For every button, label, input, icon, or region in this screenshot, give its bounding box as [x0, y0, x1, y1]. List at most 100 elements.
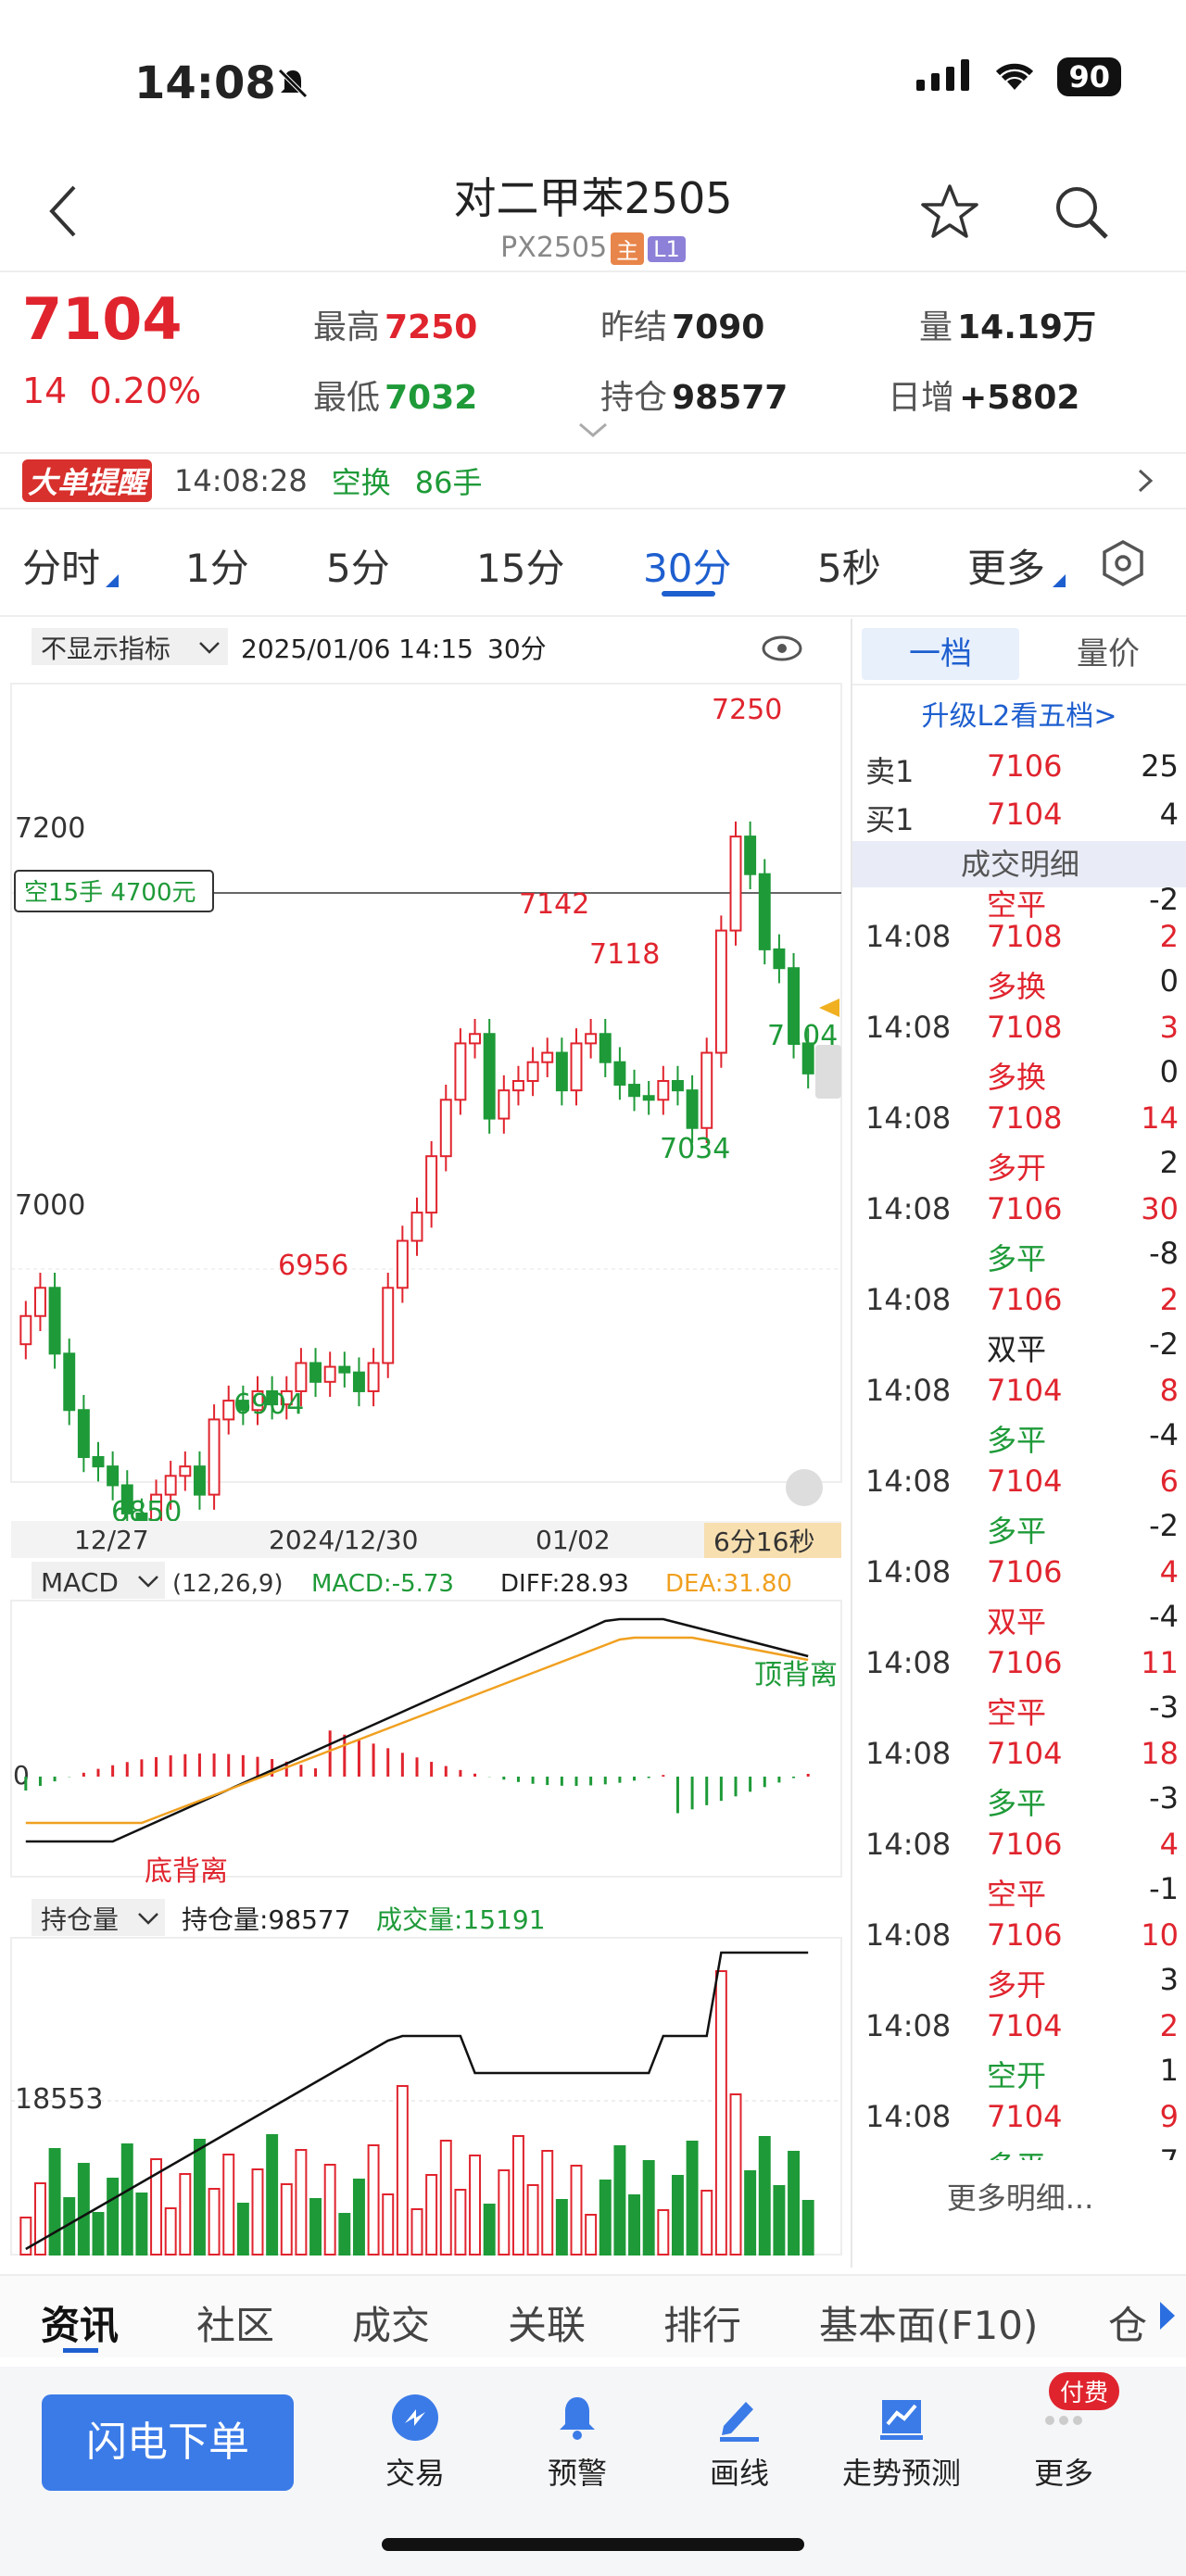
header-divider — [0, 270, 1186, 272]
annotation-6904: 6904 — [233, 1389, 304, 1421]
tab-more[interactable]: 更多 — [967, 546, 1046, 591]
trade-volume: 9 — [1159, 2099, 1179, 2134]
volume-bar — [714, 1970, 727, 2256]
trade-price: 7108 — [987, 919, 1063, 954]
eye-icon[interactable] — [762, 635, 802, 661]
trade-delta: 2 — [1159, 1145, 1179, 1180]
macd-select[interactable]: MACD — [41, 1567, 119, 1598]
trade-type-row: 多平 -8 — [852, 1236, 1186, 1280]
oi-select[interactable]: 持仓量 — [41, 1904, 119, 1935]
search-icon[interactable] — [1051, 182, 1112, 246]
y-label-7200: 7200 — [15, 812, 85, 845]
candle-body — [642, 1095, 655, 1101]
candle-body — [570, 1042, 583, 1092]
volume-bar — [657, 2209, 670, 2256]
trade-price: 7108 — [987, 1010, 1063, 1045]
volume-bar — [150, 2158, 163, 2256]
alert-badge: 大单提醒 — [22, 459, 153, 502]
trade-type: 双平 — [987, 1604, 1047, 1640]
level-tag: L1 — [648, 235, 686, 262]
candle-body — [801, 1042, 814, 1074]
date-label-2: 2024/12/30 — [269, 1525, 418, 1555]
trade-time: 14:08 — [865, 1010, 952, 1045]
order-label[interactable]: 空15手 4700元 — [24, 879, 196, 907]
flash-order-button[interactable]: 闪电下单 — [42, 2394, 294, 2491]
more-details-link[interactable]: 更多明细... — [946, 2180, 1094, 2216]
tab-1min[interactable]: 1分 — [185, 546, 249, 591]
tab-deals[interactable]: 成交 — [352, 2303, 431, 2348]
bell-icon — [560, 2397, 595, 2440]
bid-label: 买1 — [865, 802, 915, 837]
candle-body — [657, 1080, 670, 1101]
tab-level1[interactable]: 一档 — [862, 628, 1019, 680]
scroll-right-icon[interactable] — [1158, 2300, 1177, 2331]
trade-row: 14:08 7106 10 — [852, 1917, 1186, 1962]
chevron-right-icon — [1136, 467, 1154, 502]
tab-related[interactable]: 关联 — [508, 2303, 587, 2348]
tab-30min[interactable]: 30分 — [643, 546, 732, 591]
trade-delta: 1 — [1159, 2053, 1179, 2088]
trade-button[interactable]: 交易 — [346, 2393, 485, 2493]
candle-body — [628, 1084, 641, 1098]
paid-badge: 付费 — [1049, 2372, 1120, 2410]
expand-chevron-icon[interactable] — [576, 421, 610, 445]
chart-area[interactable]: 不显示指标 2025/01/06 14:15 30分 7200 7000 空15… — [0, 619, 851, 2268]
candle-body — [541, 1051, 554, 1063]
kline-chart[interactable]: 不显示指标 2025/01/06 14:15 30分 7200 7000 空15… — [0, 619, 851, 2268]
tab-news[interactable]: 资讯 — [41, 2303, 120, 2348]
draw-button[interactable]: 画线 — [670, 2393, 809, 2493]
candle-body — [425, 1155, 438, 1214]
news-underline — [63, 2348, 98, 2353]
tab-position[interactable]: 仓 — [1108, 2303, 1148, 2348]
tab-5min[interactable]: 5分 — [326, 546, 390, 591]
tab-timeshare[interactable]: 分时 — [22, 546, 101, 591]
volume-bar — [454, 2189, 467, 2256]
dea-line — [25, 1636, 809, 1825]
side-divider — [852, 684, 1186, 685]
tab-ranking[interactable]: 排行 — [663, 2303, 742, 2348]
trade-type: 多平 — [987, 1241, 1047, 1276]
indicator-select[interactable]: 不显示指标 — [41, 634, 170, 664]
volume-label: 量 — [919, 308, 953, 346]
forecast-button[interactable]: 走势预测 — [832, 2393, 971, 2493]
volume-bar — [396, 2085, 409, 2256]
period-tabs: 分时 1分 5分 15分 30分 5秒 更多 — [0, 526, 1186, 619]
volume-value: 14.19万 — [957, 308, 1096, 346]
volume-bar — [541, 2150, 554, 2256]
caret-icon — [1053, 574, 1066, 587]
bottom-divergence-label: 底背离 — [145, 1855, 228, 1888]
tab-5sec[interactable]: 5秒 — [817, 546, 881, 591]
fullscreen-icon[interactable] — [786, 1469, 823, 1506]
tab-fundamentals[interactable]: 基本面(F10) — [819, 2303, 1039, 2348]
volume-bar — [585, 2214, 598, 2256]
more-button[interactable]: 更多 — [994, 2393, 1133, 2493]
volume-bar — [469, 2155, 482, 2256]
volume-bar — [323, 2164, 336, 2256]
trade-type: 多平 — [987, 1514, 1047, 1549]
settings-hex-icon[interactable] — [1099, 539, 1147, 587]
tab-15min[interactable]: 15分 — [476, 546, 565, 591]
trade-price: 7106 — [987, 1645, 1063, 1680]
alert-type: 空换 — [331, 465, 391, 500]
big-order-alert[interactable]: 大单提醒 14:08:28 空换 86手 — [0, 452, 1186, 509]
candle-body — [164, 1475, 177, 1496]
scroll-handle[interactable] — [815, 1045, 841, 1099]
favorite-star-icon[interactable] — [919, 182, 980, 246]
indicator-select-bg[interactable] — [32, 628, 228, 665]
back-icon[interactable] — [44, 182, 82, 245]
volume-bar — [801, 2200, 814, 2256]
order-label-box[interactable] — [14, 870, 214, 912]
volume-bar — [483, 2204, 496, 2256]
trade-type-row: 多换 0 — [852, 1054, 1186, 1099]
candle-body — [193, 1465, 206, 1496]
tab-volume-price[interactable]: 量价 — [1077, 635, 1140, 672]
upgrade-link[interactable]: 升级L2看五档> — [921, 700, 1117, 733]
trade-volume: 18 — [1141, 1736, 1179, 1771]
tab-community[interactable]: 社区 — [196, 2303, 275, 2348]
trade-list[interactable]: 空平 -2 14:08 7108 2 多换 0 14:08 7108 3 多换 0 14:08 710… — [852, 887, 1186, 2160]
candle-body — [396, 1239, 409, 1289]
annotation-7118: 7118 — [589, 938, 660, 971]
alert-button[interactable]: 预警 — [508, 2393, 647, 2493]
volume-bar — [773, 2185, 786, 2256]
trade-volume: 11 — [1141, 1645, 1179, 1680]
